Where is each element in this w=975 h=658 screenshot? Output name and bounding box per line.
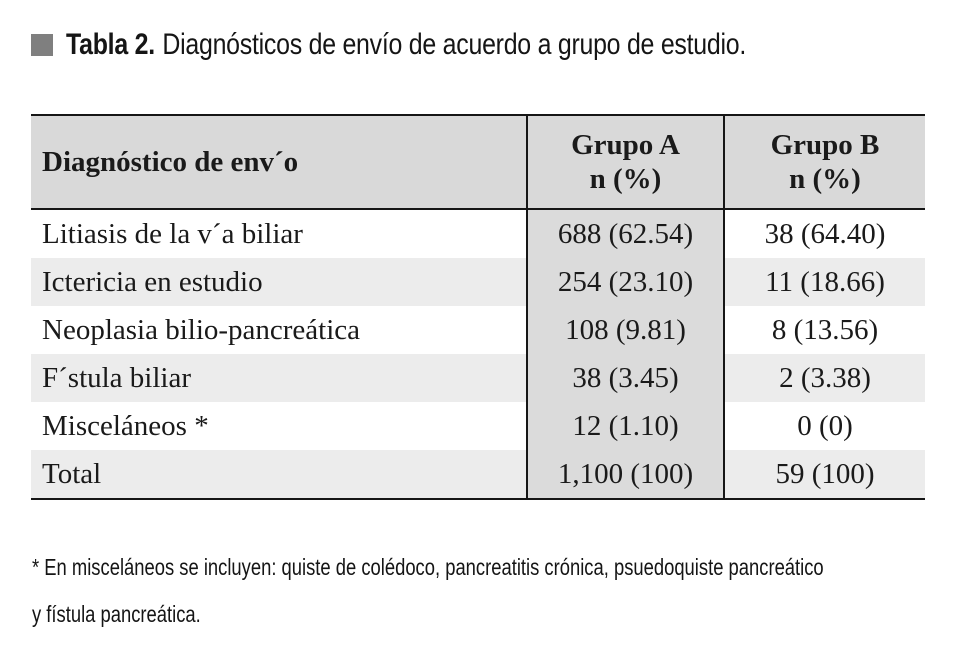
cell-group-a: 108 (9.81) [526,306,723,354]
column-header-group-b: Grupo B n (%) [723,116,925,208]
table-caption-text: Tabla 2. Diagnósticos de envío de acuerdo… [66,28,746,62]
group-a-n-label: n (%) [589,163,662,195]
cell-group-b: 59 (100) [723,450,925,498]
cell-group-b: 2 (3.38) [723,354,925,402]
cell-diagnosis: Litiasis de la v´a biliar [42,217,303,250]
table-row: F´stula biliar 38 (3.45) 2 (3.38) [31,354,925,402]
table-row: Ictericia en estudio 254 (23.10) 11 (18.… [31,258,925,306]
footnote: * En misceláneos se incluyen: quiste de … [32,544,824,638]
column-header-diagnosis: Diagnóstico de env´o [42,145,299,178]
table-row: Litiasis de la v´a biliar 688 (62.54) 38… [31,210,925,258]
group-b-n-label: n (%) [789,163,861,195]
column-header-group-a: Grupo A n (%) [526,116,723,208]
cell-group-b: 11 (18.66) [723,258,925,306]
footnote-line-1: * En misceláneos se incluyen: quiste de … [32,554,824,580]
table-row-total: Total 1,100 (100) 59 (100) [31,450,925,498]
cell-diagnosis: Total [31,450,526,498]
cell-group-b: 0 (0) [723,402,925,450]
cell-diagnosis: Neoplasia bilio-pancreática [42,313,361,346]
cell-group-b: 38 (64.40) [723,210,925,258]
cell-group-a: 688 (62.54) [526,210,723,258]
table-caption-label: Tabla 2. [66,28,155,61]
cell-group-a: 1,100 (100) [526,450,723,498]
table-row: Neoplasia bilio-pancreática 108 (9.81) 8… [31,306,925,354]
cell-group-a: 38 (3.45) [526,354,723,402]
table-caption: Tabla 2. Diagnósticos de envío de acuerdo… [31,28,885,62]
footnote-line-2: y fístula pancreática. [32,601,201,627]
cell-group-a: 254 (23.10) [526,258,723,306]
group-b-title: Grupo B [770,129,880,161]
table-row: Misceláneos * 12 (1.10) 0 (0) [31,402,925,450]
diagnosis-table: Diagnóstico de env´o Grupo A n (%) Grupo… [31,114,925,500]
cell-group-a: 12 (1.10) [526,402,723,450]
group-a-title: Grupo A [571,129,680,161]
cell-diagnosis: Misceláneos * [42,409,209,442]
cell-diagnosis: F´stula biliar [31,354,526,402]
cell-group-b: 8 (13.56) [723,306,925,354]
table-caption-title: Diagnósticos de envío de acuerdo a grupo… [162,28,747,61]
cell-diagnosis: Ictericia en estudio [31,258,526,306]
section-marker-icon [31,34,53,56]
table-header-row: Diagnóstico de env´o Grupo A n (%) Grupo… [31,116,925,210]
